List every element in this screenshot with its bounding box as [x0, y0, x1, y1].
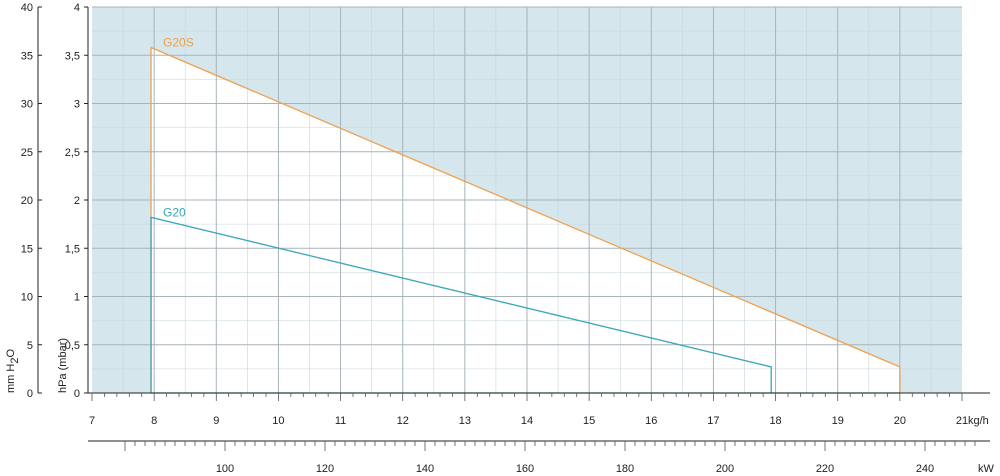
x-kgh-tick-label: 20: [894, 415, 906, 427]
x-kw-tick-label: 100: [216, 463, 234, 475]
series-label-g20s: G20S: [163, 36, 194, 50]
x-kw-tick-label: 160: [516, 463, 534, 475]
y-axis-label-mm: mm H2O: [5, 349, 21, 393]
y-axis-label-hpa: hPa (mbar): [57, 338, 69, 393]
y-hpa-tick-label: 0,5: [65, 340, 80, 352]
y-hpa-tick-label: 0: [74, 388, 80, 400]
x-kgh-tick-label: 11: [335, 415, 346, 427]
y-mm-tick-label: 20: [21, 195, 33, 207]
y-mm-tick-label: 35: [21, 50, 33, 62]
y-mm-tick-label: 15: [21, 243, 33, 255]
x-kgh-tick-label: 7: [89, 415, 95, 427]
x-kgh-tick-label: 9: [213, 415, 219, 427]
y-axis-label-mm-part: mm H: [5, 364, 17, 393]
working-area: [151, 47, 900, 393]
x-kw-tick-label: 140: [416, 463, 434, 475]
y-hpa-tick-label: 3: [74, 99, 80, 111]
y-mm-tick-label: 40: [21, 2, 33, 14]
y-axis-label-mm-part: O: [5, 349, 17, 358]
x-kgh-tick-label: 10: [272, 415, 284, 427]
x-kw-tick-label: 120: [316, 463, 334, 475]
y-hpa-tick-label: 2,5: [65, 147, 80, 159]
y-hpa-tick-label: 2: [74, 195, 80, 207]
x-kw-tick-label: 220: [816, 463, 834, 475]
x-kw-tick-label: 240: [916, 463, 934, 475]
series-label-g20: G20: [163, 205, 186, 219]
x-kgh-tick-label: 12: [397, 415, 409, 427]
x-kgh-tick-label: 18: [769, 415, 781, 427]
y-axis-label-mm-subscript: 2: [9, 358, 21, 364]
x-kw-tick-label: 180: [616, 463, 634, 475]
x-kw-tick-label: 200: [716, 463, 734, 475]
y-mm-tick-label: 0: [27, 388, 33, 400]
y-mm-tick-label: 30: [21, 99, 33, 111]
x-kgh-tick-label: 14: [521, 415, 533, 427]
y-hpa-tick-label: 4: [74, 2, 80, 14]
x-kgh-tick-label: 8: [151, 415, 157, 427]
x-kgh-tick-label: 21: [956, 415, 968, 427]
x-kgh-tick-label: 17: [707, 415, 719, 427]
y-mm-tick-label: 5: [27, 340, 33, 352]
series-line-g20: [150, 216, 772, 393]
y-hpa-tick-label: 3,5: [65, 50, 80, 62]
x-kgh-tick-label: 19: [832, 415, 844, 427]
y-hpa-tick-label: 1,5: [65, 243, 80, 255]
y-mm-tick-label: 25: [21, 147, 33, 159]
y-hpa-tick-label: 1: [74, 292, 80, 304]
x-kgh-tick-label: 13: [459, 415, 471, 427]
x-kgh-tick-label: 16: [645, 415, 657, 427]
x-axis-label-kgh: kg/h: [968, 415, 989, 427]
x-axis-label-kw: kW: [978, 463, 995, 475]
y-mm-tick-label: 10: [21, 292, 33, 304]
x-kgh-tick-label: 15: [583, 415, 595, 427]
